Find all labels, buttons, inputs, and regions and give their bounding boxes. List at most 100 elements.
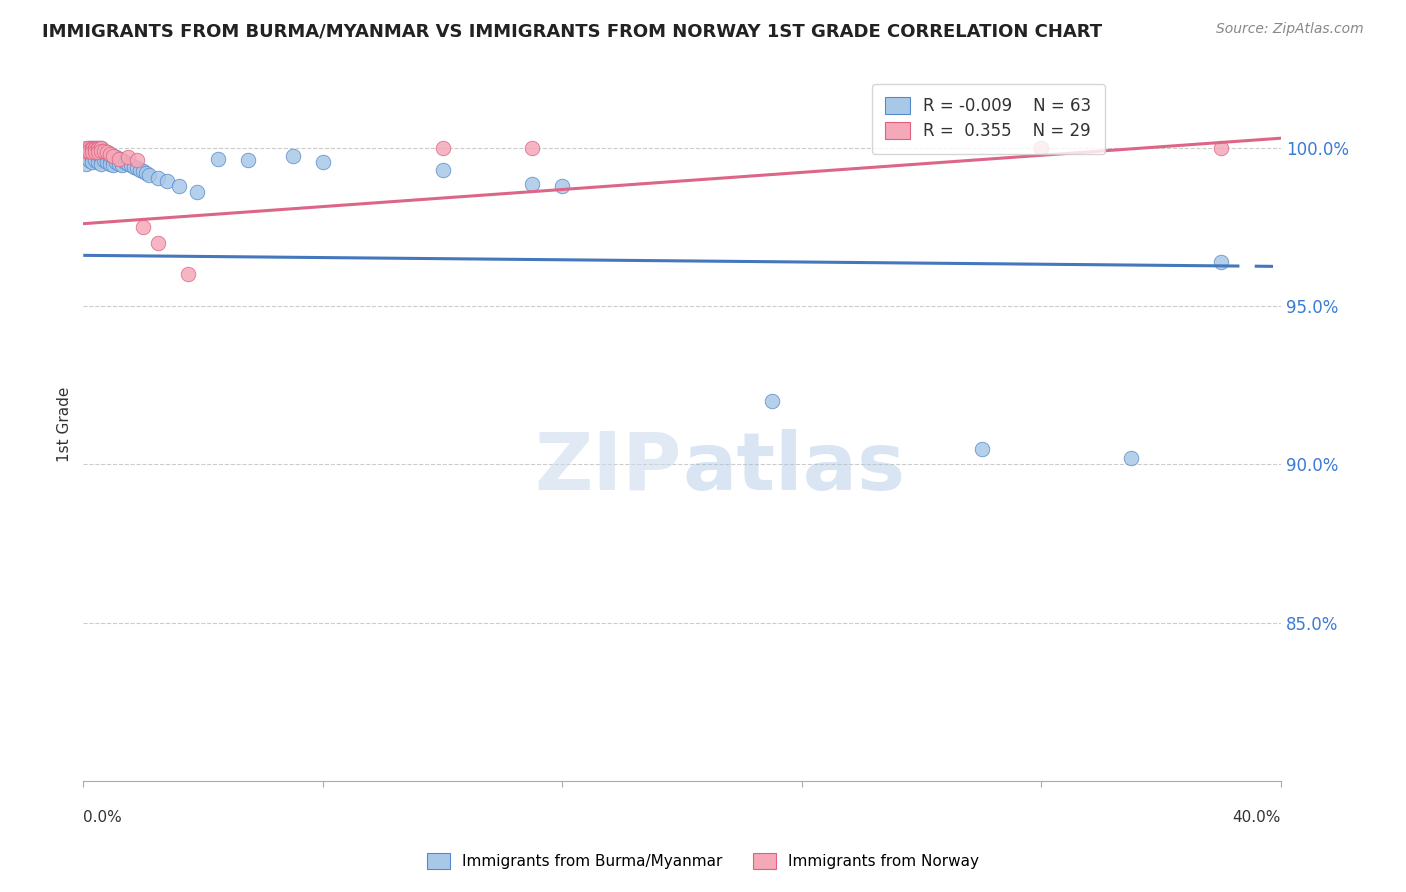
Point bbox=[103, 158, 125, 172]
Point bbox=[970, 442, 993, 456]
Point bbox=[90, 147, 112, 161]
Point bbox=[522, 141, 544, 155]
Point bbox=[138, 168, 160, 182]
Point bbox=[75, 144, 97, 158]
Point bbox=[82, 155, 104, 169]
Point bbox=[82, 150, 104, 164]
Point bbox=[77, 144, 100, 158]
Point bbox=[207, 152, 229, 166]
Point bbox=[103, 148, 125, 162]
Y-axis label: 1st Grade: 1st Grade bbox=[58, 387, 72, 462]
Point bbox=[167, 178, 190, 193]
Point bbox=[111, 153, 134, 168]
Point bbox=[135, 166, 157, 180]
Point bbox=[98, 152, 121, 166]
Point bbox=[90, 141, 112, 155]
Text: atlas: atlas bbox=[682, 428, 905, 507]
Point bbox=[127, 153, 149, 168]
Point bbox=[93, 144, 115, 158]
Point bbox=[129, 162, 152, 177]
Point bbox=[236, 153, 259, 168]
Point bbox=[281, 148, 304, 162]
Point bbox=[77, 147, 100, 161]
Point bbox=[82, 145, 104, 160]
Point bbox=[75, 144, 97, 158]
Point bbox=[108, 156, 131, 170]
Point bbox=[522, 177, 544, 191]
Point bbox=[93, 153, 115, 168]
Point bbox=[90, 156, 112, 170]
Point bbox=[84, 141, 107, 155]
Point bbox=[82, 141, 104, 155]
Point bbox=[1209, 141, 1232, 155]
Point bbox=[98, 147, 121, 161]
Point bbox=[93, 144, 115, 158]
Legend: R = -0.009    N = 63, R =  0.355    N = 29: R = -0.009 N = 63, R = 0.355 N = 29 bbox=[872, 84, 1105, 153]
Point bbox=[98, 156, 121, 170]
Point bbox=[177, 268, 200, 282]
Point bbox=[77, 153, 100, 168]
Point bbox=[90, 141, 112, 155]
Point bbox=[87, 141, 110, 155]
Point bbox=[96, 150, 118, 164]
Point bbox=[77, 141, 100, 155]
Point bbox=[96, 155, 118, 169]
Point bbox=[146, 235, 169, 250]
Point bbox=[90, 152, 112, 166]
Point bbox=[82, 145, 104, 160]
Point bbox=[87, 145, 110, 160]
Point bbox=[432, 141, 454, 155]
Point bbox=[84, 145, 107, 160]
Point bbox=[77, 141, 100, 155]
Point bbox=[90, 144, 112, 158]
Point bbox=[84, 142, 107, 156]
Point bbox=[75, 156, 97, 170]
Point bbox=[108, 152, 131, 166]
Point bbox=[96, 145, 118, 160]
Point bbox=[84, 153, 107, 168]
Point bbox=[1209, 254, 1232, 268]
Text: Source: ZipAtlas.com: Source: ZipAtlas.com bbox=[1216, 22, 1364, 37]
Point bbox=[82, 141, 104, 155]
Point bbox=[75, 141, 97, 155]
Point bbox=[87, 155, 110, 169]
Point bbox=[103, 153, 125, 168]
Legend: Immigrants from Burma/Myanmar, Immigrants from Norway: Immigrants from Burma/Myanmar, Immigrant… bbox=[420, 847, 986, 875]
Point bbox=[93, 148, 115, 162]
Point bbox=[1121, 450, 1143, 465]
Point bbox=[114, 155, 136, 169]
Point bbox=[98, 147, 121, 161]
Point bbox=[551, 178, 574, 193]
Point bbox=[117, 150, 139, 164]
Point bbox=[1031, 141, 1053, 155]
Point bbox=[105, 155, 128, 169]
Point bbox=[127, 161, 149, 176]
Text: ZIP: ZIP bbox=[534, 428, 682, 507]
Point bbox=[96, 145, 118, 160]
Point bbox=[122, 160, 145, 174]
Point bbox=[186, 185, 208, 199]
Point bbox=[432, 162, 454, 177]
Text: 40.0%: 40.0% bbox=[1233, 810, 1281, 824]
Point bbox=[117, 156, 139, 170]
Point bbox=[87, 141, 110, 155]
Point bbox=[87, 150, 110, 164]
Point bbox=[103, 148, 125, 162]
Text: 0.0%: 0.0% bbox=[83, 810, 122, 824]
Point bbox=[312, 155, 335, 169]
Point bbox=[87, 142, 110, 156]
Point bbox=[108, 152, 131, 166]
Point bbox=[156, 174, 179, 188]
Point bbox=[82, 142, 104, 156]
Point bbox=[105, 150, 128, 164]
Point bbox=[132, 219, 155, 234]
Point bbox=[87, 145, 110, 160]
Point bbox=[132, 164, 155, 178]
Point bbox=[120, 158, 142, 172]
Text: IMMIGRANTS FROM BURMA/MYANMAR VS IMMIGRANTS FROM NORWAY 1ST GRADE CORRELATION CH: IMMIGRANTS FROM BURMA/MYANMAR VS IMMIGRA… bbox=[42, 22, 1102, 40]
Point bbox=[761, 394, 783, 409]
Point bbox=[84, 147, 107, 161]
Point bbox=[75, 150, 97, 164]
Point bbox=[84, 141, 107, 155]
Point bbox=[111, 158, 134, 172]
